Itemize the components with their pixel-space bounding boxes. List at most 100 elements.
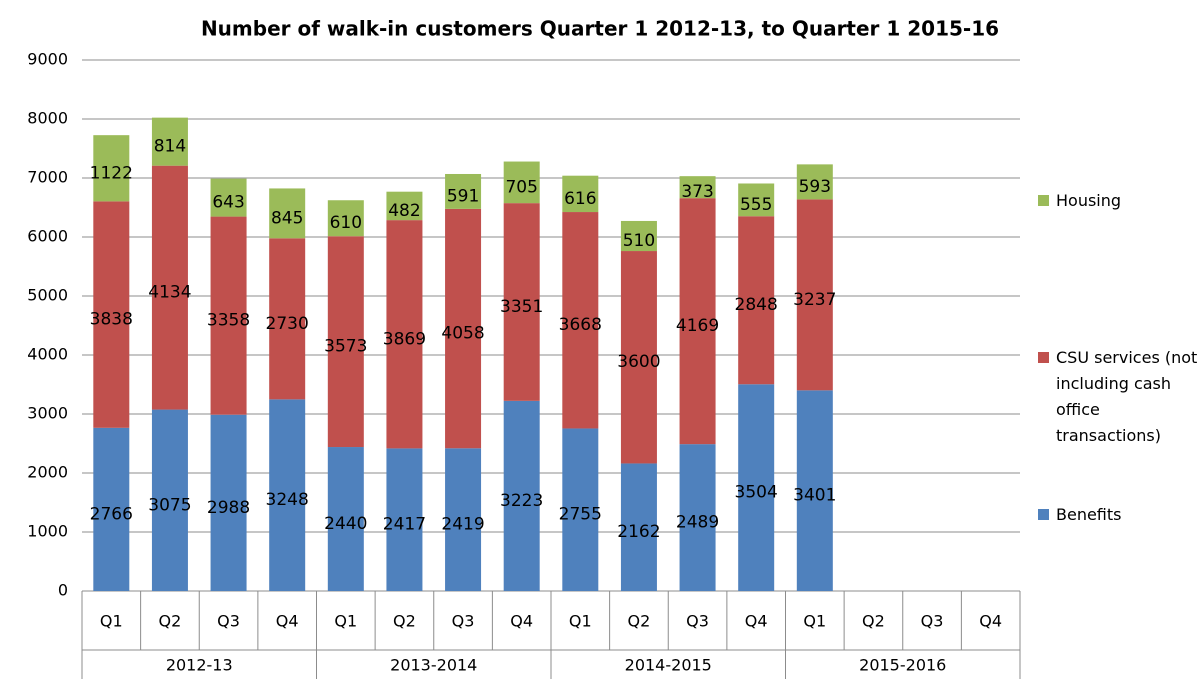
y-tick-label: 0 [58, 581, 68, 600]
data-label: 3401 [793, 486, 836, 506]
bar-segment [93, 427, 130, 591]
legend-label: Benefits [1056, 505, 1122, 524]
x-group-label: 2013-2014 [390, 656, 477, 675]
bar-segment [679, 444, 716, 591]
y-tick-label: 9000 [27, 50, 68, 69]
x-tick-label: Q2 [862, 612, 885, 631]
x-tick-label: Q1 [334, 612, 357, 631]
data-label: 2988 [207, 498, 250, 518]
bar-segment [93, 201, 130, 428]
legend-item: Benefits [1038, 502, 1198, 528]
bar-segment [151, 117, 188, 166]
bar-segment [210, 178, 247, 217]
data-label: 3075 [148, 495, 191, 515]
data-label: 4134 [148, 283, 191, 303]
bar-segment [562, 428, 599, 591]
x-tick-label: Q3 [217, 612, 240, 631]
bar-segment [620, 220, 657, 252]
data-label: 373 [681, 182, 713, 202]
x-tick-label: Q4 [745, 612, 768, 631]
bar-segment [151, 165, 188, 410]
bar-segment [445, 173, 482, 209]
bar-segment [210, 414, 247, 591]
bar-segment [503, 161, 540, 204]
x-tick-label: Q3 [686, 612, 709, 631]
x-group-label: 2015-2016 [859, 656, 946, 675]
legend-swatch [1038, 195, 1049, 206]
data-label: 4169 [676, 316, 719, 336]
bar-segment [620, 251, 657, 464]
data-label: 3358 [207, 311, 250, 331]
bar-segment [93, 135, 130, 202]
bar-segment [503, 400, 540, 591]
data-label: 482 [388, 201, 420, 221]
bar-segment [503, 203, 540, 401]
legend-swatch [1038, 352, 1049, 363]
bar-segment [562, 175, 599, 213]
legend-item: Housing [1038, 188, 1198, 214]
y-tick-label: 7000 [27, 168, 68, 187]
data-label: 3600 [617, 352, 660, 372]
bar-segment [679, 198, 716, 445]
chart-title: Number of walk-in customers Quarter 1 20… [201, 17, 999, 41]
data-label: 643 [212, 193, 244, 213]
x-tick-label: Q4 [979, 612, 1002, 631]
bar-segment [562, 212, 599, 429]
data-label: 3351 [500, 297, 543, 317]
y-tick-label: 8000 [27, 109, 68, 128]
x-tick-label: Q1 [100, 612, 123, 631]
x-tick-label: Q4 [276, 612, 299, 631]
x-tick-label: Q1 [569, 612, 592, 631]
x-group-label: 2014-2015 [625, 656, 712, 675]
data-label: 3573 [324, 337, 367, 357]
bar-segment [738, 216, 775, 385]
data-label: 2419 [441, 515, 484, 535]
data-label: 3869 [383, 329, 426, 349]
x-tick-label: Q4 [510, 612, 533, 631]
x-tick-label: Q3 [452, 612, 475, 631]
data-label: 845 [271, 208, 303, 228]
bar-segment [269, 188, 306, 239]
x-tick-label: Q2 [159, 612, 182, 631]
data-label: 2440 [324, 514, 367, 534]
legend-swatch [1038, 509, 1049, 520]
y-tick-label: 5000 [27, 286, 68, 305]
data-label: 3838 [90, 310, 133, 330]
y-tick-label: 3000 [27, 404, 68, 423]
x-tick-label: Q2 [393, 612, 416, 631]
bar-segment [738, 384, 775, 591]
bar-segment [796, 390, 833, 591]
bar-segment [210, 216, 247, 415]
bar-segment [327, 200, 364, 237]
data-label: 3248 [266, 490, 309, 510]
y-tick-label: 1000 [27, 522, 68, 541]
data-label: 814 [154, 137, 186, 157]
bar-segment [796, 199, 833, 391]
data-label: 2417 [383, 515, 426, 535]
x-tick-label: Q3 [921, 612, 944, 631]
data-label: 616 [564, 189, 596, 209]
data-label: 2848 [735, 295, 778, 315]
y-tick-label: 2000 [27, 463, 68, 482]
data-label: 555 [740, 195, 772, 215]
legend-label: Housing [1056, 191, 1122, 210]
data-label: 3504 [735, 483, 778, 503]
data-label: 510 [623, 231, 655, 251]
x-group-label: 2012-13 [166, 656, 233, 675]
legend-item: CSU services (not including cash office … [1038, 345, 1198, 449]
bar-segment [327, 447, 364, 591]
bar-segment [151, 409, 188, 591]
y-tick-label: 6000 [27, 227, 68, 246]
bar-segment [327, 236, 364, 448]
data-label: 3237 [793, 290, 836, 310]
bar-segment [445, 208, 482, 449]
data-label: 591 [447, 186, 479, 206]
bar-segment [445, 448, 482, 591]
data-label: 2730 [266, 314, 309, 334]
data-label: 610 [330, 213, 362, 233]
data-label: 593 [799, 177, 831, 197]
bar-segment [738, 183, 775, 217]
bar-segment [386, 220, 423, 449]
